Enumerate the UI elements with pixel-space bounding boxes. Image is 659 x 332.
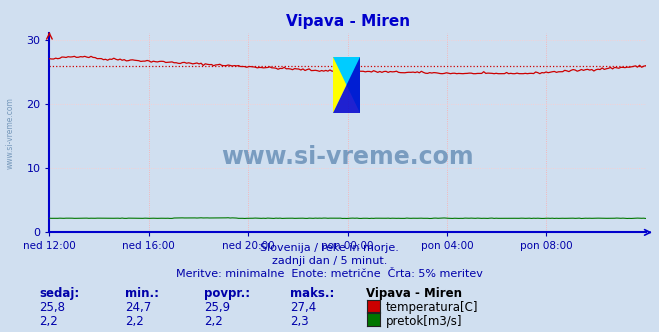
- Text: 25,9: 25,9: [204, 301, 231, 314]
- Text: 2,2: 2,2: [204, 315, 223, 328]
- Text: Slovenija / reke in morje.: Slovenija / reke in morje.: [260, 243, 399, 253]
- Title: Vipava - Miren: Vipava - Miren: [285, 14, 410, 29]
- Text: min.:: min.:: [125, 287, 159, 300]
- Text: Meritve: minimalne  Enote: metrične  Črta: 5% meritev: Meritve: minimalne Enote: metrične Črta:…: [176, 269, 483, 279]
- Text: Vipava - Miren: Vipava - Miren: [366, 287, 462, 300]
- Text: sedaj:: sedaj:: [40, 287, 80, 300]
- Text: 27,4: 27,4: [290, 301, 316, 314]
- Text: 2,3: 2,3: [290, 315, 308, 328]
- Text: 2,2: 2,2: [40, 315, 58, 328]
- Text: 24,7: 24,7: [125, 301, 152, 314]
- Text: www.si-vreme.com: www.si-vreme.com: [6, 97, 15, 169]
- Text: zadnji dan / 5 minut.: zadnji dan / 5 minut.: [272, 256, 387, 266]
- Text: pretok[m3/s]: pretok[m3/s]: [386, 315, 462, 328]
- Text: maks.:: maks.:: [290, 287, 334, 300]
- Text: 25,8: 25,8: [40, 301, 65, 314]
- Text: povpr.:: povpr.:: [204, 287, 250, 300]
- Text: 2,2: 2,2: [125, 315, 144, 328]
- Text: temperatura[C]: temperatura[C]: [386, 301, 478, 314]
- Text: www.si-vreme.com: www.si-vreme.com: [221, 145, 474, 169]
